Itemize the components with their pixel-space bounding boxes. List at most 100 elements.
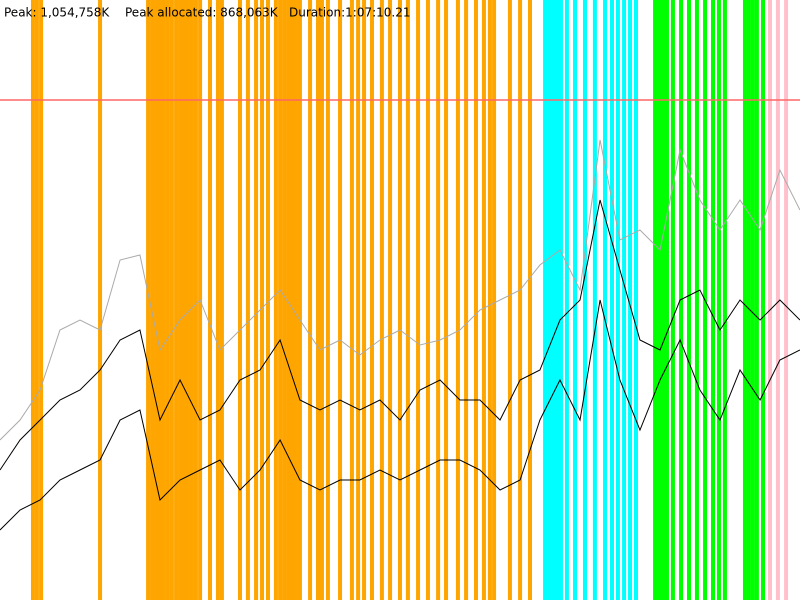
event-stripe bbox=[653, 0, 658, 600]
event-stripe bbox=[315, 0, 320, 600]
event-stripe bbox=[157, 0, 162, 600]
peak-label: Peak: 1,054,758K bbox=[4, 6, 110, 20]
memory-line bbox=[0, 299, 800, 531]
event-stripe bbox=[543, 0, 548, 600]
event-stripe bbox=[338, 0, 343, 600]
event-stripe bbox=[474, 0, 479, 600]
event-stripe bbox=[265, 0, 270, 600]
event-stripe bbox=[150, 0, 155, 600]
event-stripe bbox=[507, 0, 512, 600]
event-stripe bbox=[278, 0, 283, 600]
event-stripe bbox=[609, 0, 614, 600]
event-stripe bbox=[481, 0, 486, 600]
event-stripe bbox=[193, 0, 198, 600]
event-stripe bbox=[592, 0, 597, 600]
event-stripe bbox=[527, 0, 532, 600]
event-stripe bbox=[189, 0, 194, 600]
event-stripe bbox=[356, 0, 361, 600]
event-stripe bbox=[554, 0, 559, 600]
event-stripe bbox=[436, 0, 441, 600]
event-stripe bbox=[750, 0, 755, 600]
event-stripe bbox=[245, 0, 250, 600]
event-stripe bbox=[289, 0, 294, 600]
event-stripe bbox=[492, 0, 497, 600]
event-stripe bbox=[657, 0, 662, 600]
event-stripe bbox=[388, 0, 393, 600]
event-stripe bbox=[169, 0, 174, 600]
event-stripe bbox=[615, 0, 620, 600]
event-stripes bbox=[30, 0, 789, 600]
event-stripe bbox=[551, 0, 556, 600]
event-stripe bbox=[260, 0, 265, 600]
event-stripe bbox=[30, 0, 35, 600]
event-stripe bbox=[319, 0, 324, 600]
event-stripe bbox=[39, 0, 44, 600]
event-stripe bbox=[664, 0, 669, 600]
event-stripe bbox=[161, 0, 166, 600]
event-stripe bbox=[628, 0, 633, 600]
event-stripe bbox=[670, 0, 675, 600]
event-stripe bbox=[444, 0, 449, 600]
event-stripe bbox=[573, 0, 578, 600]
event-stripe bbox=[425, 0, 430, 600]
event-stripe bbox=[622, 0, 627, 600]
event-stripe bbox=[716, 0, 721, 600]
event-stripe bbox=[455, 0, 460, 600]
event-stripe bbox=[746, 0, 751, 600]
event-stripe bbox=[282, 0, 287, 600]
event-stripe bbox=[34, 0, 39, 600]
event-stripe bbox=[293, 0, 298, 600]
event-stripe bbox=[754, 0, 759, 600]
event-stripe bbox=[349, 0, 354, 600]
event-stripe bbox=[297, 0, 302, 600]
event-stripe bbox=[564, 0, 569, 600]
peak-allocated-label: Peak allocated: 868,063K bbox=[125, 6, 279, 20]
event-stripe bbox=[405, 0, 410, 600]
event-stripe bbox=[154, 0, 159, 600]
event-stripe bbox=[215, 0, 220, 600]
event-stripe bbox=[767, 0, 772, 600]
event-stripe bbox=[325, 0, 330, 600]
event-stripe bbox=[582, 0, 587, 600]
event-stripe bbox=[219, 0, 224, 600]
event-stripe bbox=[722, 0, 727, 600]
event-stripe bbox=[633, 0, 638, 600]
event-stripe bbox=[487, 0, 492, 600]
event-stripe bbox=[660, 0, 665, 600]
event-stripe bbox=[742, 0, 747, 600]
event-stripe bbox=[362, 0, 367, 600]
event-stripe bbox=[208, 0, 213, 600]
event-stripe bbox=[174, 0, 179, 600]
event-stripe bbox=[397, 0, 402, 600]
duration-label: Duration:1:07:10.21 bbox=[289, 6, 411, 20]
memory-lines bbox=[0, 139, 800, 531]
event-stripe bbox=[369, 0, 374, 600]
memory-line bbox=[0, 139, 800, 441]
event-stripe bbox=[286, 0, 291, 600]
event-stripe bbox=[254, 0, 259, 600]
event-stripe bbox=[694, 0, 699, 600]
event-stripe bbox=[518, 0, 523, 600]
event-stripe bbox=[784, 0, 789, 600]
event-stripe bbox=[98, 0, 103, 600]
event-stripe bbox=[237, 0, 242, 600]
event-stripe bbox=[416, 0, 421, 600]
event-stripe bbox=[182, 0, 187, 600]
event-stripe bbox=[711, 0, 716, 600]
event-stripe bbox=[547, 0, 552, 600]
event-stripe bbox=[558, 0, 563, 600]
event-stripe bbox=[603, 0, 608, 600]
event-stripe bbox=[178, 0, 183, 600]
event-stripe bbox=[775, 0, 780, 600]
event-stripe bbox=[308, 0, 313, 600]
event-stripe bbox=[686, 0, 691, 600]
event-stripe bbox=[379, 0, 384, 600]
event-stripe bbox=[464, 0, 469, 600]
event-stripe bbox=[165, 0, 170, 600]
event-stripe bbox=[185, 0, 190, 600]
event-stripe bbox=[761, 0, 766, 600]
event-stripe bbox=[273, 0, 278, 600]
event-stripe bbox=[146, 0, 151, 600]
memory-line bbox=[0, 199, 800, 471]
